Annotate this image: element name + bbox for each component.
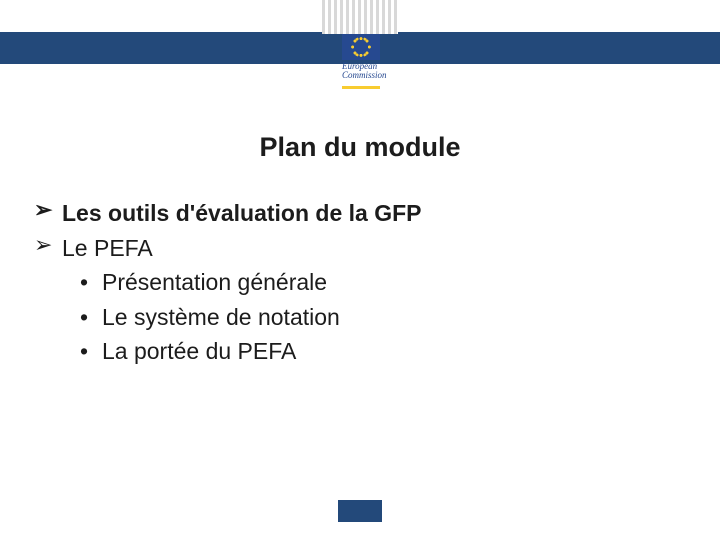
list-subitem-label: Présentation générale	[102, 269, 327, 295]
list-subitem-label: La portée du PEFA	[102, 338, 296, 364]
list-item: ➢ Les outils d'évaluation de la GFP	[34, 196, 686, 231]
slide-title: Plan du module	[0, 132, 720, 163]
ec-logo: European Commission	[322, 0, 398, 105]
ec-logo-building-icon	[322, 0, 398, 34]
eu-stars-icon	[351, 37, 371, 57]
bullet-icon: •	[80, 300, 88, 335]
list-subitem: • Le système de notation	[34, 300, 686, 335]
slide-content: ➢ Les outils d'évaluation de la GFP ➢ Le…	[34, 196, 686, 369]
list-subitem-label: Le système de notation	[102, 304, 340, 330]
ec-logo-text-line2: Commission	[342, 71, 380, 80]
list-item-label: Les outils d'évaluation de la GFP	[62, 200, 422, 226]
eu-flag-icon	[342, 34, 380, 60]
bullet-icon: •	[80, 334, 88, 369]
bullet-icon: •	[80, 265, 88, 300]
list-item-label: Le PEFA	[62, 235, 153, 261]
ec-logo-text: European Commission	[342, 62, 380, 81]
list-subitem: • La portée du PEFA	[34, 334, 686, 369]
list-item: ➢ Le PEFA	[34, 231, 686, 266]
chevron-right-icon: ➢	[34, 199, 52, 221]
ec-logo-underline	[342, 86, 380, 89]
list-subitem: • Présentation générale	[34, 265, 686, 300]
chevron-right-icon: ➢	[34, 234, 52, 256]
footer-flag-icon	[338, 500, 382, 522]
